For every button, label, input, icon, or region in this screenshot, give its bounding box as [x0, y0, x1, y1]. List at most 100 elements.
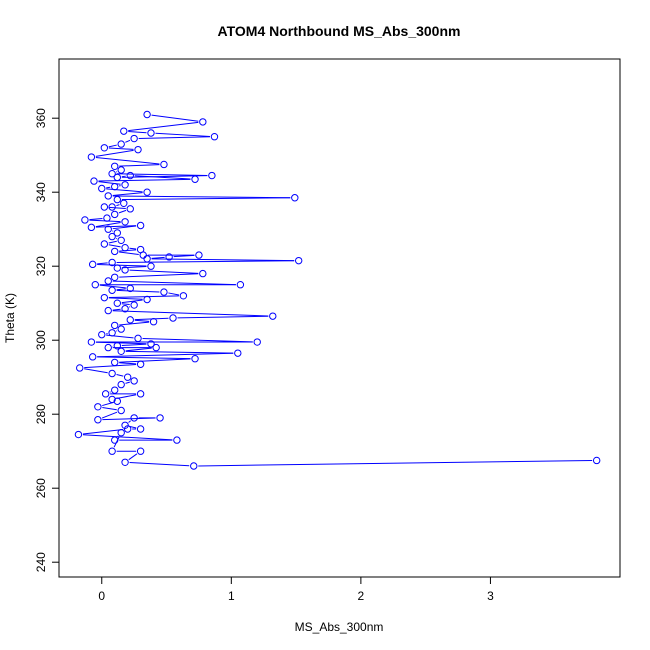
data-point: [87, 338, 96, 346]
series-segment: [108, 144, 117, 148]
data-point: [210, 133, 219, 141]
data-point: [101, 390, 110, 398]
data-point: [120, 199, 128, 208]
data-point: [108, 369, 116, 378]
series-segment: [168, 292, 180, 296]
series-segment: [101, 411, 118, 419]
series-segment: [97, 262, 108, 265]
series-segment: [112, 225, 137, 230]
data-point: [123, 425, 132, 433]
data-point: [111, 247, 119, 256]
series-segment: [134, 175, 191, 180]
data-point: [88, 260, 97, 269]
series-segment: [108, 244, 121, 248]
series-segment: [121, 175, 126, 178]
data-point: [108, 447, 116, 455]
data-point: [149, 318, 158, 326]
series-segment: [121, 299, 143, 304]
data-point: [100, 144, 109, 152]
data-point: [111, 358, 119, 367]
x-tick-label: 0: [98, 589, 105, 603]
data-point: [113, 229, 122, 237]
series-segment: [116, 374, 124, 377]
data-point: [121, 305, 129, 313]
data-point: [139, 251, 147, 259]
series-segment: [108, 295, 179, 299]
data-point: [123, 373, 132, 381]
data-point: [136, 425, 145, 433]
series-segment: [116, 204, 120, 207]
data-point: [191, 355, 199, 363]
data-point: [98, 330, 106, 339]
series-segment: [121, 265, 147, 269]
data-point: [126, 316, 134, 324]
data-point: [108, 203, 116, 211]
data-point: [111, 182, 119, 191]
y-tick-label: 360: [34, 108, 48, 128]
data-point: [130, 134, 138, 143]
data-point: [143, 110, 151, 119]
data-point: [104, 306, 112, 315]
series-segment: [106, 186, 111, 189]
data-point: [199, 118, 207, 126]
series-segment: [108, 147, 134, 150]
series-segment: [116, 173, 208, 176]
series-segment: [125, 139, 131, 143]
data-point: [130, 414, 138, 422]
series-segment: [112, 310, 269, 317]
data-point: [117, 347, 125, 355]
series-segment: [112, 308, 121, 311]
data-point: [136, 360, 145, 368]
data-point: [195, 251, 203, 259]
series-segment: [128, 121, 199, 132]
series-segment: [82, 429, 124, 435]
series-segment: [119, 321, 150, 326]
series-segment: [121, 197, 291, 201]
y-tick-label: 240: [34, 552, 48, 572]
data-point: [253, 338, 261, 346]
data-point: [111, 210, 119, 219]
series-segment: [108, 297, 143, 300]
series-segment: [121, 175, 208, 178]
series-segment: [128, 420, 131, 423]
series-segment: [82, 434, 173, 441]
series-points: [74, 110, 601, 470]
data-point: [100, 240, 109, 248]
series-segment: [95, 149, 134, 157]
data-point: [136, 221, 145, 230]
data-point: [134, 145, 142, 154]
data-point: [121, 266, 129, 274]
data-point: [143, 255, 151, 263]
data-point: [294, 256, 303, 265]
data-point: [111, 273, 119, 281]
data-point: [121, 218, 129, 226]
series-segment: [121, 343, 147, 347]
series-segment: [125, 350, 234, 354]
series-segment: [95, 222, 121, 228]
series-segment: [177, 315, 269, 319]
series-segment: [97, 263, 147, 267]
data-point: [134, 334, 142, 343]
series-segment: [129, 425, 137, 429]
data-point: [121, 458, 129, 466]
y-tick-label: 280: [34, 404, 48, 424]
series-segment: [121, 303, 130, 306]
data-point: [117, 140, 125, 148]
data-point: [88, 353, 97, 361]
data-point: [152, 343, 160, 352]
series-segment: [99, 284, 126, 289]
x-tick-label: 3: [487, 589, 494, 603]
series-segment: [117, 435, 119, 438]
data-point: [136, 447, 145, 455]
data-point: [143, 188, 151, 196]
data-point: [136, 390, 145, 398]
data-point: [291, 194, 299, 202]
data-point: [111, 386, 119, 394]
data-point: [91, 281, 99, 289]
data-point: [117, 166, 125, 174]
data-point: [113, 195, 122, 204]
series-segment: [119, 249, 137, 252]
series-segment: [118, 209, 127, 214]
